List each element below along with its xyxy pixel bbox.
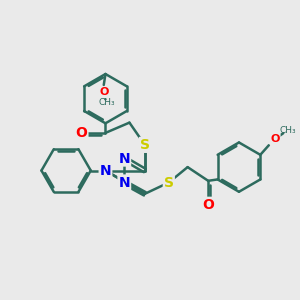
Text: CH₃: CH₃ — [98, 98, 115, 107]
Text: O: O — [99, 88, 108, 98]
Text: O: O — [270, 134, 280, 144]
Text: S: S — [140, 138, 150, 152]
Text: N: N — [100, 164, 111, 178]
Text: CH₃: CH₃ — [279, 126, 296, 135]
Text: N: N — [118, 176, 130, 190]
Text: N: N — [118, 152, 130, 166]
Text: O: O — [202, 198, 214, 212]
Text: O: O — [76, 126, 87, 140]
Text: S: S — [164, 176, 174, 190]
